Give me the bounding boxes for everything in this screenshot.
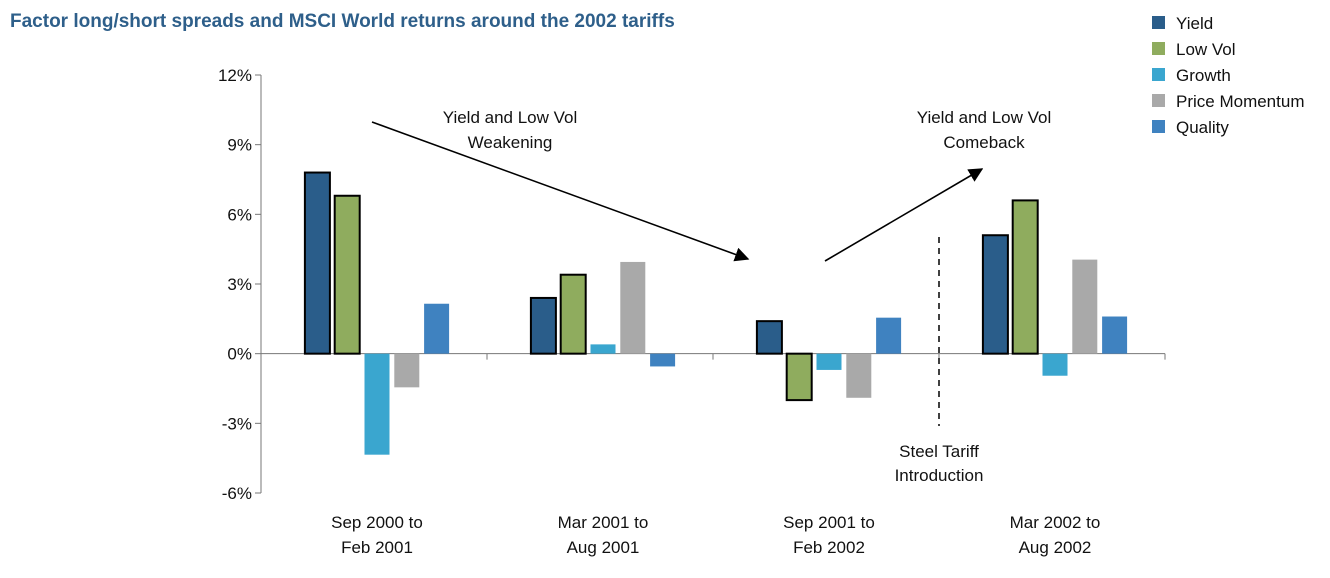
y-tick-label: 9% — [227, 136, 252, 155]
annotation-steel-tariff-line2: Introduction — [895, 466, 984, 485]
legend-swatch-price-momentum — [1152, 94, 1165, 107]
bar-low-vol — [785, 352, 813, 402]
annotations: Yield and Low Vol Weakening Yield and Lo… — [371, 108, 1052, 485]
annotation-weakening-line1: Yield and Low Vol — [443, 108, 578, 127]
annotation-weakening-line2: Weakening — [468, 133, 553, 152]
bar-yield — [981, 234, 1009, 355]
legend-swatch-growth — [1152, 68, 1165, 81]
bar-quality — [650, 353, 676, 367]
chart-title: Factor long/short spreads and MSCI World… — [10, 11, 675, 32]
category-label: Sep 2000 to — [331, 513, 423, 532]
category-labels: Sep 2000 to Feb 2001 Mar 2001 to Aug 2001 Se… — [331, 513, 1100, 557]
bar-growth — [590, 344, 616, 354]
legend-label: Yield — [1176, 14, 1213, 33]
y-tick-label: 3% — [227, 275, 252, 294]
annotation-comeback-line1: Yield and Low Vol — [917, 108, 1052, 127]
bar-quality — [876, 317, 902, 354]
bar-yield — [755, 320, 783, 355]
legend-label: Price Momentum — [1176, 92, 1304, 111]
y-axis: 12% 9% 6% 3% 0% -3% -6% — [218, 66, 262, 503]
category-label: Mar 2002 to — [1010, 513, 1101, 532]
annotation-steel-tariff-line1: Steel Tariff — [899, 442, 979, 461]
bars-group — [303, 171, 1128, 455]
y-tick-label: -6% — [222, 484, 252, 503]
comeback-arrow — [824, 168, 984, 262]
bar-quality — [1102, 316, 1128, 354]
legend-label: Low Vol — [1176, 40, 1236, 59]
bar-growth — [816, 353, 842, 370]
legend: Yield Low Vol Growth Price Momentum Quality — [1152, 14, 1304, 137]
bar-yield — [529, 296, 557, 355]
bar-price-momentum — [1072, 259, 1098, 354]
legend-swatch-quality — [1152, 120, 1165, 133]
bar-growth — [364, 353, 390, 455]
category-label: Mar 2001 to — [558, 513, 649, 532]
category-label: Feb 2002 — [793, 538, 865, 557]
legend-swatch-low-vol — [1152, 42, 1165, 55]
category-label: Aug 2001 — [567, 538, 640, 557]
y-tick-label: -3% — [222, 414, 252, 433]
bar-low-vol — [1011, 199, 1039, 355]
bar-low-vol — [333, 194, 361, 355]
category-label: Aug 2002 — [1019, 538, 1092, 557]
legend-label: Quality — [1176, 118, 1229, 137]
bar-quality — [424, 303, 450, 354]
legend-label: Growth — [1176, 66, 1231, 85]
legend-swatch-yield — [1152, 16, 1165, 29]
category-label: Feb 2001 — [341, 538, 413, 557]
bar-growth — [1042, 353, 1068, 376]
y-tick-label: 12% — [218, 66, 252, 85]
bar-price-momentum — [394, 353, 420, 388]
bar-price-momentum — [620, 261, 646, 354]
weakening-arrow — [371, 121, 750, 262]
bar-yield — [303, 171, 331, 355]
annotation-comeback-line2: Comeback — [943, 133, 1025, 152]
category-label: Sep 2001 to — [783, 513, 875, 532]
bar-low-vol — [559, 273, 587, 355]
y-tick-label: 0% — [227, 345, 252, 364]
y-tick-label: 6% — [227, 205, 252, 224]
bar-price-momentum — [846, 353, 872, 398]
